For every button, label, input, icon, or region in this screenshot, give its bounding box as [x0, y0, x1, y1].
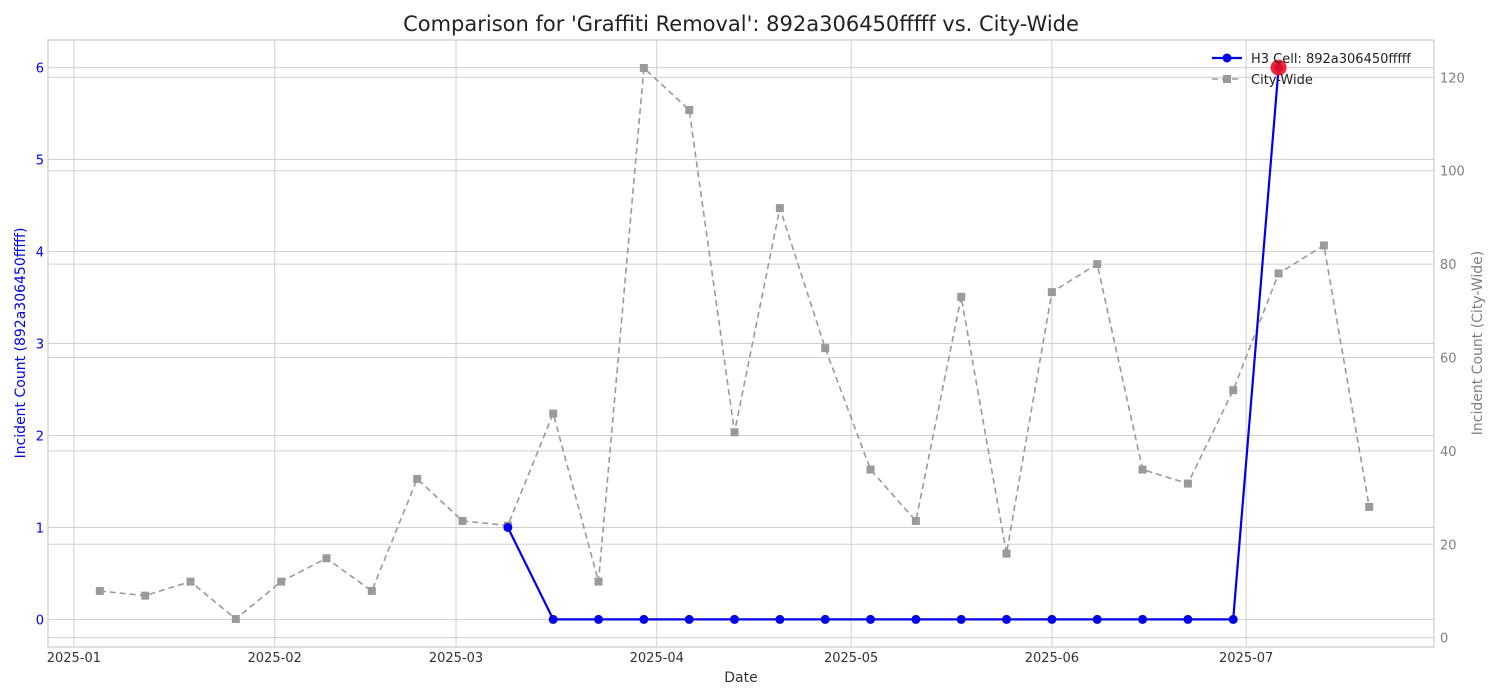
x-tick-label: 2025-06 [1025, 651, 1079, 666]
y-left-tick-label: 6 [36, 62, 44, 77]
y-left-tick-label: 3 [36, 338, 44, 353]
data-point [413, 474, 422, 483]
y-left-tick-label: 1 [36, 521, 44, 536]
x-tick-label: 2025-02 [248, 651, 302, 666]
data-point [775, 614, 785, 624]
data-point [957, 292, 966, 301]
x-tick-label: 2025-05 [824, 651, 878, 666]
data-point [1365, 502, 1374, 511]
data-point [730, 614, 740, 624]
y-right-tick-label: 100 [1440, 165, 1465, 180]
series-layer [95, 63, 1374, 624]
y-left-tick-label: 4 [36, 246, 44, 261]
data-point [322, 554, 331, 563]
data-point [821, 344, 830, 353]
data-point [503, 522, 513, 532]
data-point [639, 614, 649, 624]
data-point [684, 614, 694, 624]
data-point [1228, 614, 1238, 624]
legend-entry-city-wide: City-Wide [1212, 73, 1313, 88]
y-left-axis-label: Incident Count (892a306450fffff) [13, 228, 29, 459]
y-right-tick-label: 120 [1440, 71, 1465, 86]
data-point [956, 614, 966, 624]
y-right-tick-label: 80 [1440, 258, 1457, 273]
series-h3-cell [503, 63, 1284, 624]
data-point [866, 465, 875, 474]
data-point [1138, 465, 1147, 474]
y-right-tick-label: 40 [1440, 445, 1457, 460]
data-point [367, 586, 376, 595]
data-point [1229, 386, 1238, 395]
data-point [911, 516, 920, 525]
data-point [775, 204, 784, 213]
y-right-axis-label: Incident Count (City-Wide) [1470, 251, 1486, 435]
data-point [95, 586, 104, 595]
data-point [458, 516, 467, 525]
legend-swatch-marker [1222, 53, 1232, 63]
y-left-axis-ticks: 0 1 2 3 4 5 6 [36, 62, 44, 629]
series-city-wide [95, 64, 1374, 623]
data-point [639, 64, 648, 73]
highlight-layer [1270, 59, 1287, 76]
data-point [1002, 614, 1012, 624]
x-tick-label: 2025-07 [1219, 651, 1273, 666]
x-axis-ticks: 2025-01 2025-02 2025-03 2025-04 2025-05 2025-… [47, 651, 1274, 666]
data-point [1047, 288, 1056, 297]
highlight-point [1270, 59, 1287, 76]
data-point [141, 591, 150, 600]
y-right-tick-label: 20 [1440, 538, 1457, 553]
y-right-tick-label: 60 [1440, 352, 1457, 367]
data-point [277, 577, 286, 586]
x-tick-label: 2025-01 [47, 651, 101, 666]
data-point [594, 614, 604, 624]
legend: H3 Cell: 892a306450fffff City-Wide [1212, 52, 1411, 88]
y-right-axis-ticks: 0 20 40 60 80 100 120 [1440, 71, 1465, 646]
data-point [1093, 260, 1102, 269]
x-axis-label: Date [724, 670, 757, 686]
plot-frame [47, 39, 1435, 648]
series-line [506, 67, 1280, 621]
y-left-tick-label: 5 [36, 154, 44, 169]
data-point [1274, 269, 1283, 278]
data-point [1092, 614, 1102, 624]
data-point [820, 614, 830, 624]
data-point [1319, 241, 1328, 250]
data-point [549, 409, 558, 418]
x-tick-label: 2025-03 [429, 651, 483, 666]
legend-entry-h3-cell: H3 Cell: 892a306450fffff [1212, 52, 1411, 67]
chart-title: Comparison for 'Graffiti Removal': 892a3… [403, 12, 1079, 36]
data-point [548, 614, 558, 624]
legend-label: City-Wide [1251, 73, 1313, 88]
data-point [911, 614, 921, 624]
x-tick-label: 2025-04 [630, 651, 684, 666]
y-left-tick-label: 2 [36, 429, 44, 444]
legend-swatch-marker [1223, 75, 1231, 83]
y-left-tick-label: 0 [36, 613, 44, 628]
data-point [1002, 549, 1011, 558]
data-point [685, 106, 694, 115]
data-point [1138, 614, 1148, 624]
data-point [186, 577, 195, 586]
data-point [594, 577, 603, 586]
data-point [730, 428, 739, 437]
grid-lines [48, 40, 1434, 647]
y-right-tick-label: 0 [1440, 632, 1448, 647]
data-point [1047, 614, 1057, 624]
legend-label: H3 Cell: 892a306450fffff [1251, 52, 1411, 67]
data-point [1183, 614, 1193, 624]
data-point [231, 614, 240, 623]
data-point [1183, 479, 1192, 488]
data-point [866, 614, 876, 624]
